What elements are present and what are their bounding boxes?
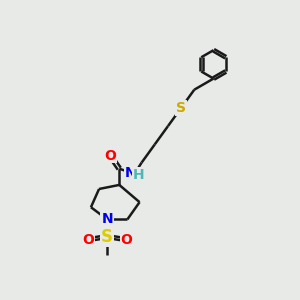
Text: O: O <box>104 148 116 163</box>
Text: N: N <box>125 166 137 180</box>
Text: O: O <box>82 232 94 247</box>
Text: S: S <box>176 101 186 115</box>
Text: O: O <box>121 232 132 247</box>
Text: N: N <box>101 212 113 226</box>
Text: H: H <box>132 168 144 182</box>
Text: S: S <box>101 228 113 246</box>
